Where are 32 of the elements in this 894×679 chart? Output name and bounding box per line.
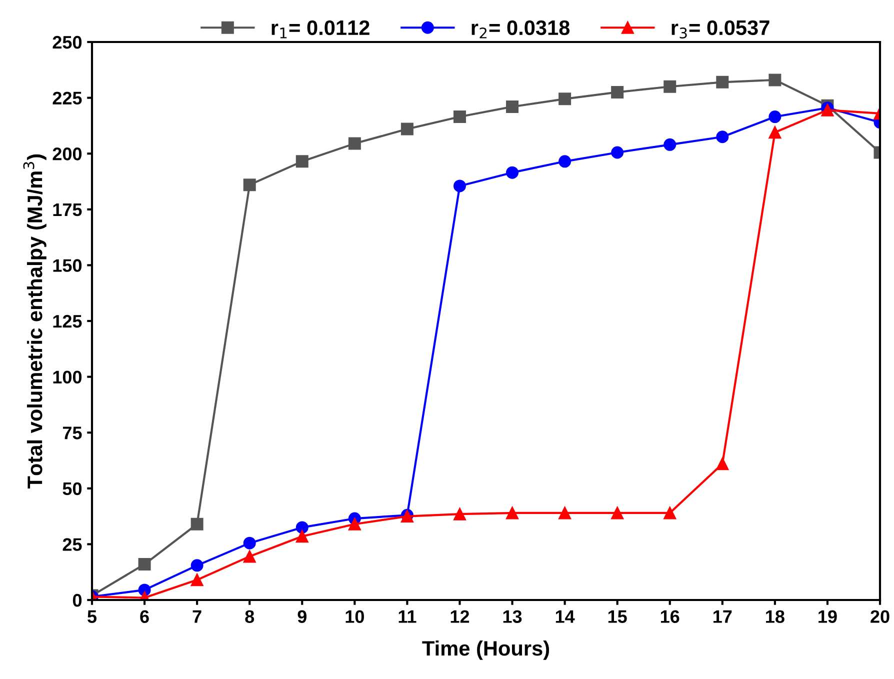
- y-tick-label: 200: [52, 148, 82, 160]
- x-axis-title: Time (Hours): [422, 640, 550, 660]
- x-tick-label: 13: [503, 610, 522, 624]
- x-tick-label: 9: [298, 610, 306, 623]
- y-tick-label: 150: [53, 259, 82, 272]
- y-tick-label: 175: [53, 204, 82, 216]
- x-tick-label: 12: [450, 610, 470, 623]
- x-tick-label: 10: [346, 610, 364, 623]
- y-tick-label: 0: [72, 594, 82, 607]
- x-tick-label: 7: [192, 610, 202, 623]
- x-tick-label: 19: [818, 610, 837, 623]
- y-tick-label: 100: [53, 370, 82, 384]
- x-tick-label: 16: [660, 610, 680, 623]
- y-tick-label: 250: [52, 36, 82, 49]
- x-tick-label: 6: [140, 610, 149, 623]
- y-tick-label: 75: [62, 426, 82, 440]
- legend-label: r$_{3}$= 0.0537: [672, 20, 770, 39]
- x-tick-label: 5: [88, 610, 97, 623]
- legend-label: r$_{1}$= 0.0112: [272, 20, 370, 38]
- legend-label: r$_{2}$= 0.0318: [472, 20, 570, 38]
- y-axis-title: Total volumetric enthalpy (MJ/m$^{3}$): [23, 154, 46, 488]
- x-tick-label: 14: [556, 610, 575, 623]
- y-tick-label: 125: [53, 314, 82, 328]
- x-tick-label: 8: [245, 610, 254, 623]
- x-tick-label: 17: [713, 610, 732, 623]
- x-tick-label: 20: [870, 610, 890, 623]
- x-tick-label: 11: [398, 610, 416, 623]
- x-tick-label: 15: [608, 610, 627, 623]
- y-tick-label: 225: [52, 92, 82, 105]
- x-tick-label: 18: [766, 610, 784, 623]
- y-tick-label: 25: [62, 538, 82, 551]
- y-tick-label: 50: [62, 482, 82, 496]
